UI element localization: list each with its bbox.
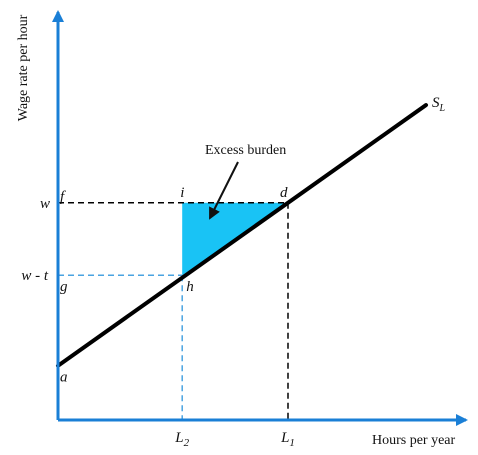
l1-tick-label: L1 — [280, 430, 295, 449]
excess-burden-annotation: Excess burden — [205, 143, 286, 158]
point-label-a: a — [60, 370, 68, 386]
y-axis-title: Wage rate per hour — [16, 14, 31, 121]
point-label-d: d — [280, 185, 288, 201]
annotation-arrow — [209, 161, 239, 220]
supply-curve-label: SL — [432, 95, 446, 114]
point-label-h: h — [186, 279, 194, 295]
l2-sub: 2 — [184, 437, 190, 449]
sl-sub: L — [439, 103, 446, 114]
net-wage-level-label: w - t — [21, 268, 49, 284]
point-label-g: g — [60, 279, 68, 295]
point-labels: a f g i d h — [60, 185, 288, 386]
wage-level-label: w — [40, 196, 50, 212]
sl-main: S — [432, 95, 440, 111]
point-label-f: f — [60, 189, 66, 205]
l2-main: L — [174, 430, 183, 446]
l2-tick-label: L2 — [174, 430, 189, 449]
l1-sub: 1 — [289, 437, 295, 449]
supply-curve-line — [56, 103, 428, 368]
point-label-i: i — [180, 185, 184, 201]
x-axis-title: Hours per year — [372, 433, 456, 448]
l1-main: L — [280, 430, 289, 446]
